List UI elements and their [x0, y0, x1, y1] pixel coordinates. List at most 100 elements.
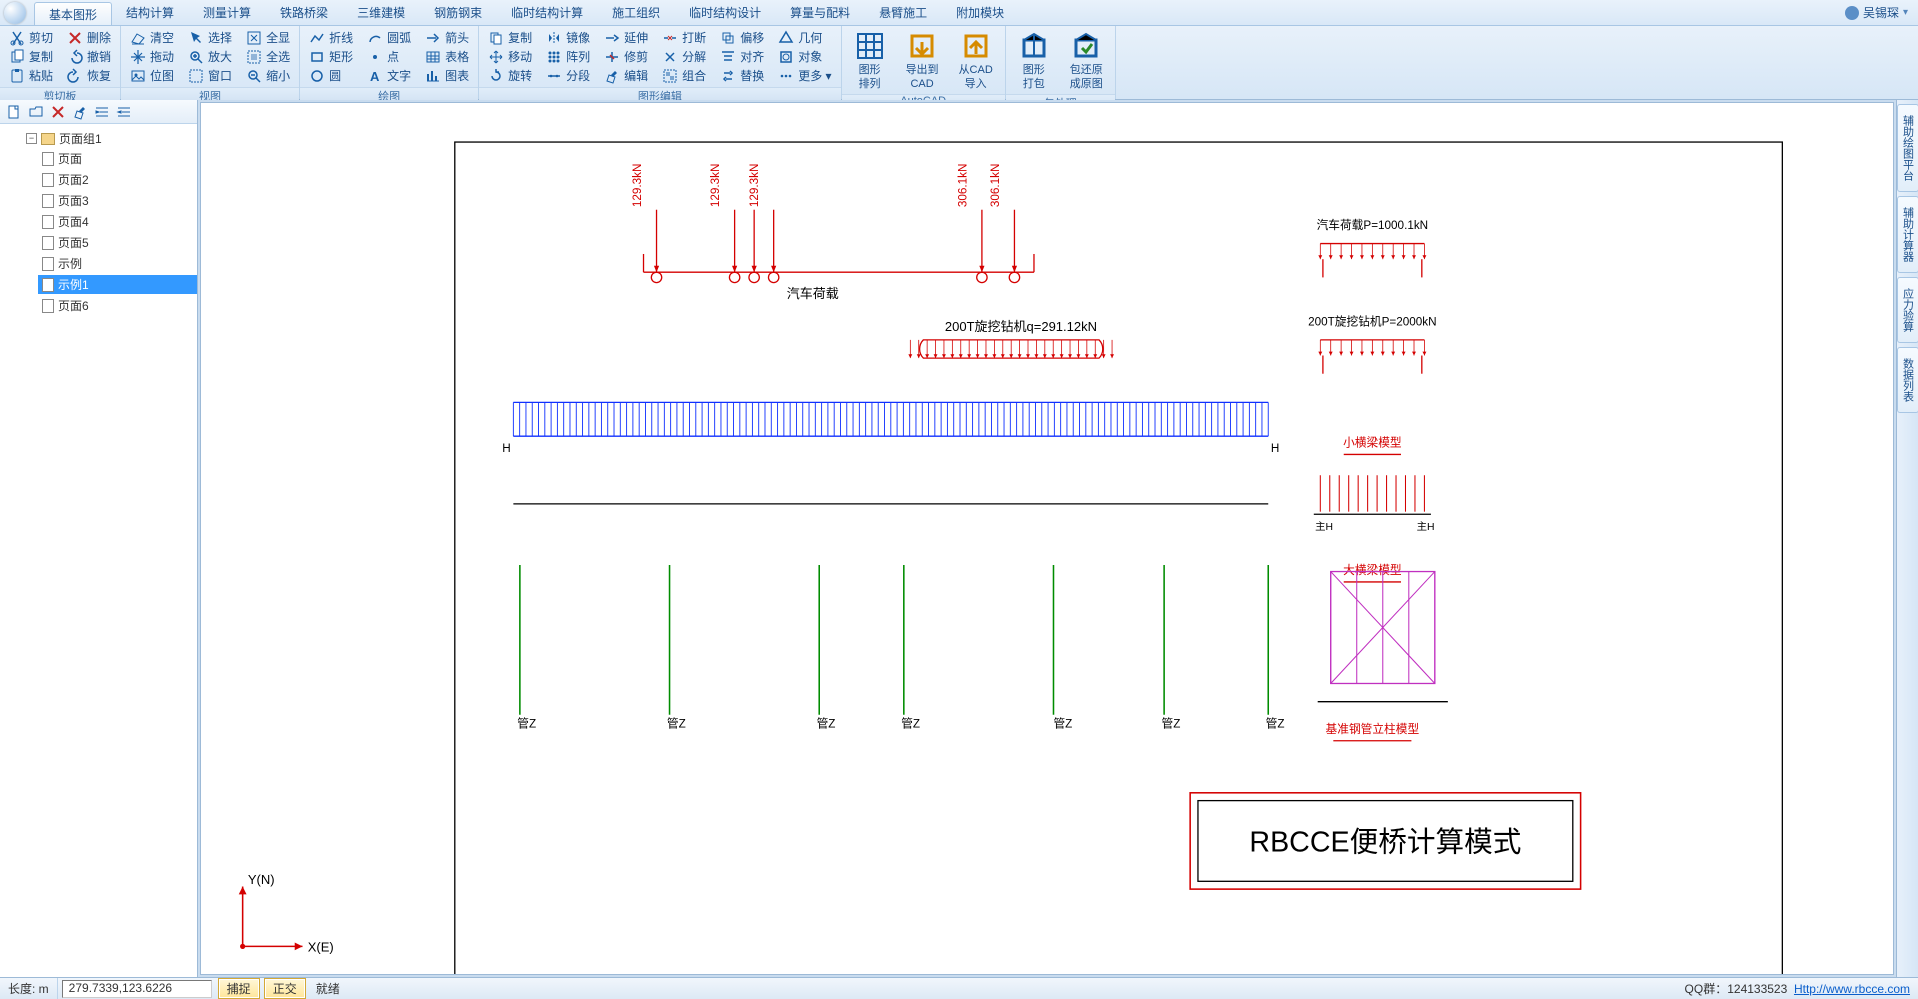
tree-tb-outdent[interactable] [114, 103, 134, 121]
ribbon-btn-几何[interactable]: 几何 [775, 28, 834, 47]
ribbon-btn-圆[interactable]: 圆 [306, 66, 356, 85]
ribbon-btn-清空[interactable]: 清空 [127, 28, 177, 47]
svg-text:汽车荷载P=1000.1kN: 汽车荷载P=1000.1kN [1317, 218, 1429, 232]
menu-tab-10[interactable]: 悬臂施工 [865, 0, 942, 25]
svg-text:Y(N): Y(N) [248, 872, 275, 887]
ribbon-btn-编辑[interactable]: 编辑 [601, 66, 651, 85]
ribbon-包处理-图形[interactable]: 图形打包 [1012, 28, 1056, 92]
ribbon-btn-延伸[interactable]: 延伸 [601, 28, 651, 47]
svg-text:主H: 主H [1315, 521, 1333, 533]
ribbon-btn-打断[interactable]: 打断 [659, 28, 709, 47]
tree-page-0[interactable]: 页面 [38, 149, 197, 168]
menu-tab-0[interactable]: 基本图形 [34, 2, 112, 25]
ribbon-btn-分段[interactable]: 分段 [543, 66, 593, 85]
menu-tab-4[interactable]: 三维建模 [343, 0, 420, 25]
ribbon-btn-更多[interactable]: 更多 ▾ [775, 66, 834, 85]
right-tab-1[interactable]: 辅助计算器 [1897, 196, 1918, 273]
ribbon-btn-缩小[interactable]: 缩小 [243, 66, 293, 85]
tree-page-6[interactable]: 示例1 [38, 275, 197, 294]
ribbon-btn-对象[interactable]: 对象 [775, 47, 834, 66]
tree-tb-indent[interactable] [92, 103, 112, 121]
drawing-canvas[interactable]: 129.3kN129.3kN129.3kN306.1kN306.1kN汽车荷载2… [200, 102, 1894, 975]
ribbon-包处理-包还原[interactable]: 包还原成原图 [1064, 28, 1109, 92]
ribbon-btn-矩形[interactable]: 矩形 [306, 47, 356, 66]
page-tree[interactable]: − 页面组1 页面页面2 页面3 页面4 页面5 示例示例1 页面6 [0, 124, 197, 977]
tree-page-1[interactable]: 页面2 [38, 170, 197, 189]
menu-tab-7[interactable]: 施工组织 [598, 0, 675, 25]
drawing-svg[interactable]: 129.3kN129.3kN129.3kN306.1kN306.1kN汽车荷载2… [201, 103, 1893, 975]
menu-tab-6[interactable]: 临时结构计算 [497, 0, 598, 25]
ribbon-btn-选择[interactable]: 选择 [185, 28, 235, 47]
export-icon [906, 30, 938, 62]
tree-page-3[interactable]: 页面4 [38, 212, 197, 231]
user-menu[interactable]: 吴锡琛 ▾ [1835, 0, 1918, 25]
menu-tab-2[interactable]: 测量计算 [189, 0, 266, 25]
tree-tb-delete[interactable] [48, 103, 68, 121]
tree-tb-open[interactable] [26, 103, 46, 121]
page-tree-panel: − 页面组1 页面页面2 页面3 页面4 页面5 示例示例1 页面6 [0, 100, 198, 977]
ribbon-btn-拖动[interactable]: 拖动 [127, 47, 177, 66]
ribbon-btn-移动[interactable]: 移动 [485, 47, 535, 66]
ribbon-btn-修剪[interactable]: 修剪 [601, 47, 651, 66]
right-tab-0[interactable]: 辅助绘图平台 [1897, 104, 1918, 192]
ribbon-btn-复制[interactable]: 复制 [6, 47, 56, 66]
menu-tab-9[interactable]: 算量与配料 [776, 0, 865, 25]
ribbon-btn-粘贴[interactable]: 粘贴 [6, 66, 56, 85]
menu-tab-11[interactable]: 附加模块 [942, 0, 1019, 25]
ortho-toggle[interactable]: 正交 [264, 978, 306, 999]
ribbon-btn-对齐[interactable]: 对齐 [717, 47, 767, 66]
right-tab-2[interactable]: 应力验算 [1897, 277, 1918, 343]
menu-tab-1[interactable]: 结构计算 [112, 0, 189, 25]
app-icon[interactable] [4, 2, 26, 24]
tree-page-2[interactable]: 页面3 [38, 191, 197, 210]
ribbon-btn-窗口[interactable]: 窗口 [185, 66, 235, 85]
ribbon-AutoCAD-从CAD[interactable]: 从CAD导入 [953, 28, 999, 92]
delete-icon [67, 30, 83, 46]
copy2-icon [488, 30, 504, 46]
tree-page-7[interactable]: 页面6 [38, 296, 197, 315]
ribbon-btn-位图[interactable]: 位图 [127, 66, 177, 85]
collapse-icon[interactable]: − [26, 133, 37, 144]
menu-tab-3[interactable]: 铁路桥梁 [266, 0, 343, 25]
ribbon-btn-偏移[interactable]: 偏移 [717, 28, 767, 47]
ribbon-btn-圆弧[interactable]: 圆弧 [364, 28, 414, 47]
ribbon-btn-组合[interactable]: 组合 [659, 66, 709, 85]
tree-tb-edit[interactable] [70, 103, 90, 121]
website-link[interactable]: Http://www.rbcce.com [1794, 982, 1910, 996]
menu-tab-5[interactable]: 钢筋钢束 [420, 0, 497, 25]
ribbon-btn-全显[interactable]: 全显 [243, 28, 293, 47]
ribbon-AutoCAD-图形[interactable]: 图形排列 [848, 28, 892, 92]
snap-toggle[interactable]: 捕捉 [218, 978, 260, 999]
ribbon-btn-点[interactable]: 点 [364, 47, 414, 66]
ribbon-btn-恢复[interactable]: 恢复 [64, 66, 114, 85]
ribbon-btn-放大[interactable]: 放大 [185, 47, 235, 66]
tree-page-4[interactable]: 页面5 [38, 233, 197, 252]
group-icon [662, 68, 678, 84]
cut-icon [9, 30, 25, 46]
ribbon-btn-分解[interactable]: 分解 [659, 47, 709, 66]
ribbon-AutoCAD-导出到[interactable]: 导出到CAD [900, 28, 945, 92]
tree-tb-new[interactable] [4, 103, 24, 121]
tree-page-5[interactable]: 示例 [38, 254, 197, 273]
ribbon-btn-图表[interactable]: 图表 [422, 66, 472, 85]
ribbon-btn-镜像[interactable]: 镜像 [543, 28, 593, 47]
arrow-icon [425, 30, 441, 46]
ribbon-btn-旋转[interactable]: 旋转 [485, 66, 535, 85]
ribbon-btn-撤销[interactable]: 撤销 [64, 47, 114, 66]
ribbon-btn-折线[interactable]: 折线 [306, 28, 356, 47]
ribbon-btn-复制[interactable]: 复制 [485, 28, 535, 47]
ribbon-btn-文字[interactable]: A文字 [364, 66, 414, 85]
tree-root[interactable]: − 页面组1 [22, 129, 197, 148]
ribbon-btn-剪切[interactable]: 剪切 [6, 28, 56, 47]
main-area: − 页面组1 页面页面2 页面3 页面4 页面5 示例示例1 页面6 129.3kN129… [0, 100, 1918, 977]
ribbon-btn-表格[interactable]: 表格 [422, 47, 472, 66]
menu-tab-8[interactable]: 临时结构设计 [675, 0, 776, 25]
ribbon-btn-阵列[interactable]: 阵列 [543, 47, 593, 66]
ribbon-btn-删除[interactable]: 删除 [64, 28, 114, 47]
ribbon-btn-全选[interactable]: 全选 [243, 47, 293, 66]
ribbon-btn-替换[interactable]: 替换 [717, 66, 767, 85]
user-icon [1845, 6, 1859, 20]
right-tab-3[interactable]: 数据列表 [1897, 347, 1918, 413]
ribbon-btn-箭头[interactable]: 箭头 [422, 28, 472, 47]
geom-icon [778, 30, 794, 46]
